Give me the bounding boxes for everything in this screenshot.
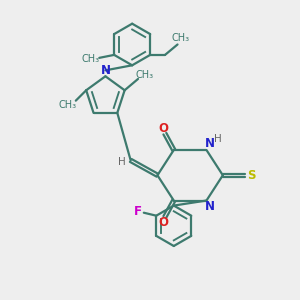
Text: F: F <box>134 205 142 218</box>
Text: H: H <box>118 157 126 167</box>
Text: O: O <box>158 216 168 229</box>
Text: N: N <box>205 137 215 150</box>
Text: CH₃: CH₃ <box>171 33 190 43</box>
Text: N: N <box>205 200 215 213</box>
Text: CH₃: CH₃ <box>82 54 100 64</box>
Text: O: O <box>158 122 168 135</box>
Text: N: N <box>100 64 110 77</box>
Text: CH₃: CH₃ <box>58 100 76 110</box>
Text: S: S <box>248 169 256 182</box>
Text: H: H <box>214 134 222 144</box>
Text: CH₃: CH₃ <box>136 70 154 80</box>
